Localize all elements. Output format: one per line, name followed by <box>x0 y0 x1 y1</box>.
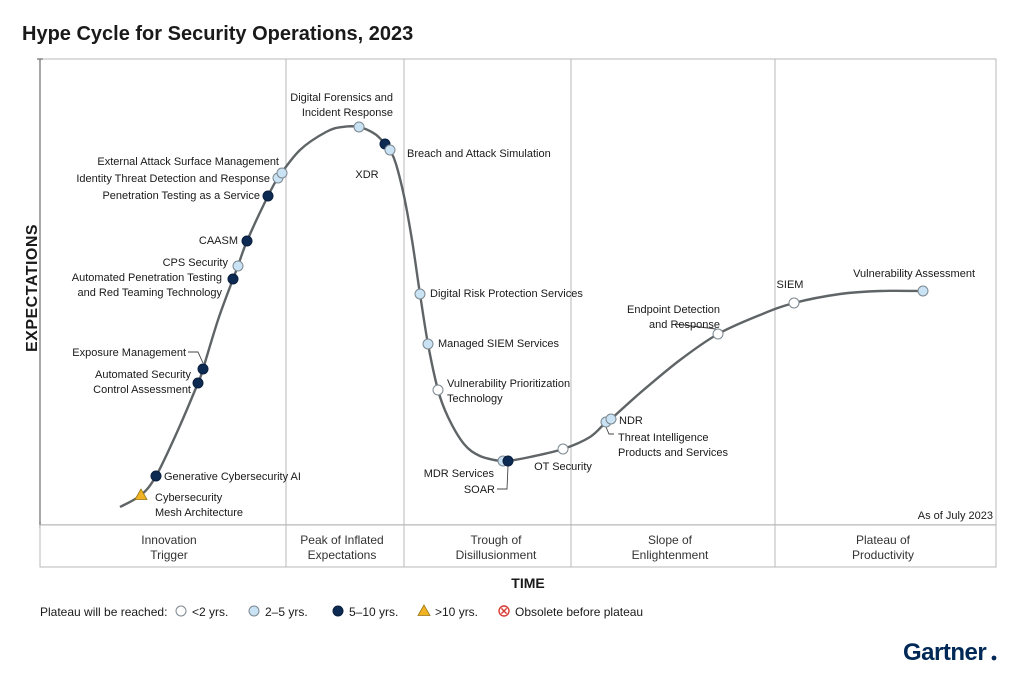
chart-title: Hype Cycle for Security Operations, 2023 <box>22 23 413 45</box>
marker-exposure-management <box>197 363 209 375</box>
marker-cybersecurity-mesh-architecture <box>134 488 148 500</box>
label-managed-siem-services: Managed SIEM Services <box>438 338 560 350</box>
label-siem: SIEM <box>777 279 804 291</box>
obsolete-x-icon <box>500 607 508 615</box>
phase-labels: Innovation Trigger Peak of Inflated Expecta… <box>141 533 914 562</box>
y-axis-label: EXPECTATIONS <box>24 224 41 352</box>
marker-soar <box>502 455 514 467</box>
marker-ndr <box>605 413 617 425</box>
legend-marker-gt-10-yrs <box>417 604 431 616</box>
legend-marker-2-5-yrs <box>248 605 260 617</box>
technology-markers <box>134 121 929 500</box>
label-digital-risk-protection-services: Digital Risk Protection Services <box>430 288 583 300</box>
label-exposure-management: Exposure Management <box>72 347 186 359</box>
marker-endpoint-detection-and-response <box>712 328 724 340</box>
marker-automated-penetration-testing-and-red-teaming-technology <box>227 273 239 285</box>
phase-label-trough-of-disillusionment: Trough of Disillusionment <box>456 533 537 562</box>
label-mdr-services: MDR Services <box>424 468 495 480</box>
label-penetration-testing-as-a-service: Penetration Testing as a Service <box>102 190 260 202</box>
marker-external-attack-surface-management <box>276 167 288 179</box>
label-cps-security: CPS Security <box>163 257 229 269</box>
label-external-attack-surface-management: External Attack Surface Management <box>97 156 279 168</box>
label-vulnerability-prioritization-technology: Vulnerability Prioritization Technology <box>447 378 570 405</box>
leader-endpoint-detection-and-response <box>674 323 717 330</box>
legend-title: Plateau will be reached: <box>40 605 167 619</box>
legend-label: 2–5 yrs. <box>265 605 308 619</box>
label-digital-forensics-and-incident-response: Digital Forensics and Incident Response <box>290 92 393 119</box>
marker-generative-cybersecurity-ai <box>150 470 162 482</box>
phase-label-plateau-of-productivity: Plateau of Productivity <box>852 533 914 562</box>
legend-label: 5–10 yrs. <box>349 605 398 619</box>
marker-digital-risk-protection-services <box>414 288 426 300</box>
marker-vulnerability-assessment <box>917 285 929 297</box>
phase-label-innovation-trigger: Innovation Trigger <box>141 533 196 562</box>
legend-items: <2 yrs. 2–5 yrs. 5–10 yrs. >10 yrs. Obsolete… <box>175 604 643 619</box>
label-xdr: XDR <box>355 169 378 181</box>
marker-managed-siem-services <box>422 338 434 350</box>
as-of-note: As of July 2023 <box>918 510 993 522</box>
leader-exposure-management <box>188 351 204 364</box>
phase-band <box>39 524 997 568</box>
label-ndr: NDR <box>619 415 643 427</box>
marker-breach-and-attack-simulation <box>384 144 396 156</box>
legend-label: >10 yrs. <box>435 605 478 619</box>
label-leaders <box>188 323 717 490</box>
legend: Plateau will be reached: <2 yrs. 2–5 yrs.… <box>40 604 643 619</box>
label-generative-cybersecurity-ai: Generative Cybersecurity AI <box>164 471 301 483</box>
technology-labels: Cybersecurity Mesh Architecture Generative… <box>72 92 975 519</box>
marker-siem <box>788 297 800 309</box>
label-endpoint-detection-and-response: Endpoint Detection and Response <box>627 304 720 331</box>
marker-automated-security-control-assessment <box>192 377 204 389</box>
phase-dividers <box>285 59 776 567</box>
phase-label-peak-of-inflated-expectations: Peak of Inflated Expectations <box>300 533 383 562</box>
marker-vulnerability-prioritization-technology <box>432 384 444 396</box>
label-caasm: CAASM <box>199 235 238 247</box>
leader-soar <box>497 465 509 490</box>
label-ot-security: OT Security <box>534 461 592 473</box>
leader-threat-intelligence-products-and-services <box>605 426 614 435</box>
marker-caasm <box>241 235 253 247</box>
marker-ot-security <box>557 443 569 455</box>
label-threat-intelligence-products-and-services: Threat Intelligence Products and Services <box>618 432 729 459</box>
label-identity-threat-detection-and-response: Identity Threat Detection and Response <box>76 173 270 185</box>
gartner-logo: Gartner <box>903 639 986 666</box>
label-automated-security-control-assessment: Automated Security Control Assessment <box>93 369 191 396</box>
legend-marker-5-10-yrs <box>332 605 344 617</box>
gartner-logo-dot <box>991 655 997 661</box>
label-soar: SOAR <box>464 484 495 496</box>
label-automated-penetration-testing-and-red-teaming-technology: Automated Penetration Testing and Red Tea… <box>72 272 223 299</box>
x-axis-label: TIME <box>511 575 544 591</box>
legend-label: Obsolete before plateau <box>515 605 643 619</box>
marker-cps-security <box>232 260 244 272</box>
marker-digital-forensics-and-incident-response <box>353 121 365 133</box>
phase-label-slope-of-enlightenment: Slope of Enlightenment <box>632 533 709 562</box>
label-cybersecurity-mesh-architecture: Cybersecurity Mesh Architecture <box>155 492 243 519</box>
legend-label: <2 yrs. <box>192 605 228 619</box>
legend-marker-lt-2-yrs <box>175 605 187 617</box>
label-vulnerability-assessment: Vulnerability Assessment <box>853 268 975 280</box>
marker-penetration-testing-as-a-service <box>262 190 274 202</box>
label-breach-and-attack-simulation: Breach and Attack Simulation <box>407 148 551 160</box>
